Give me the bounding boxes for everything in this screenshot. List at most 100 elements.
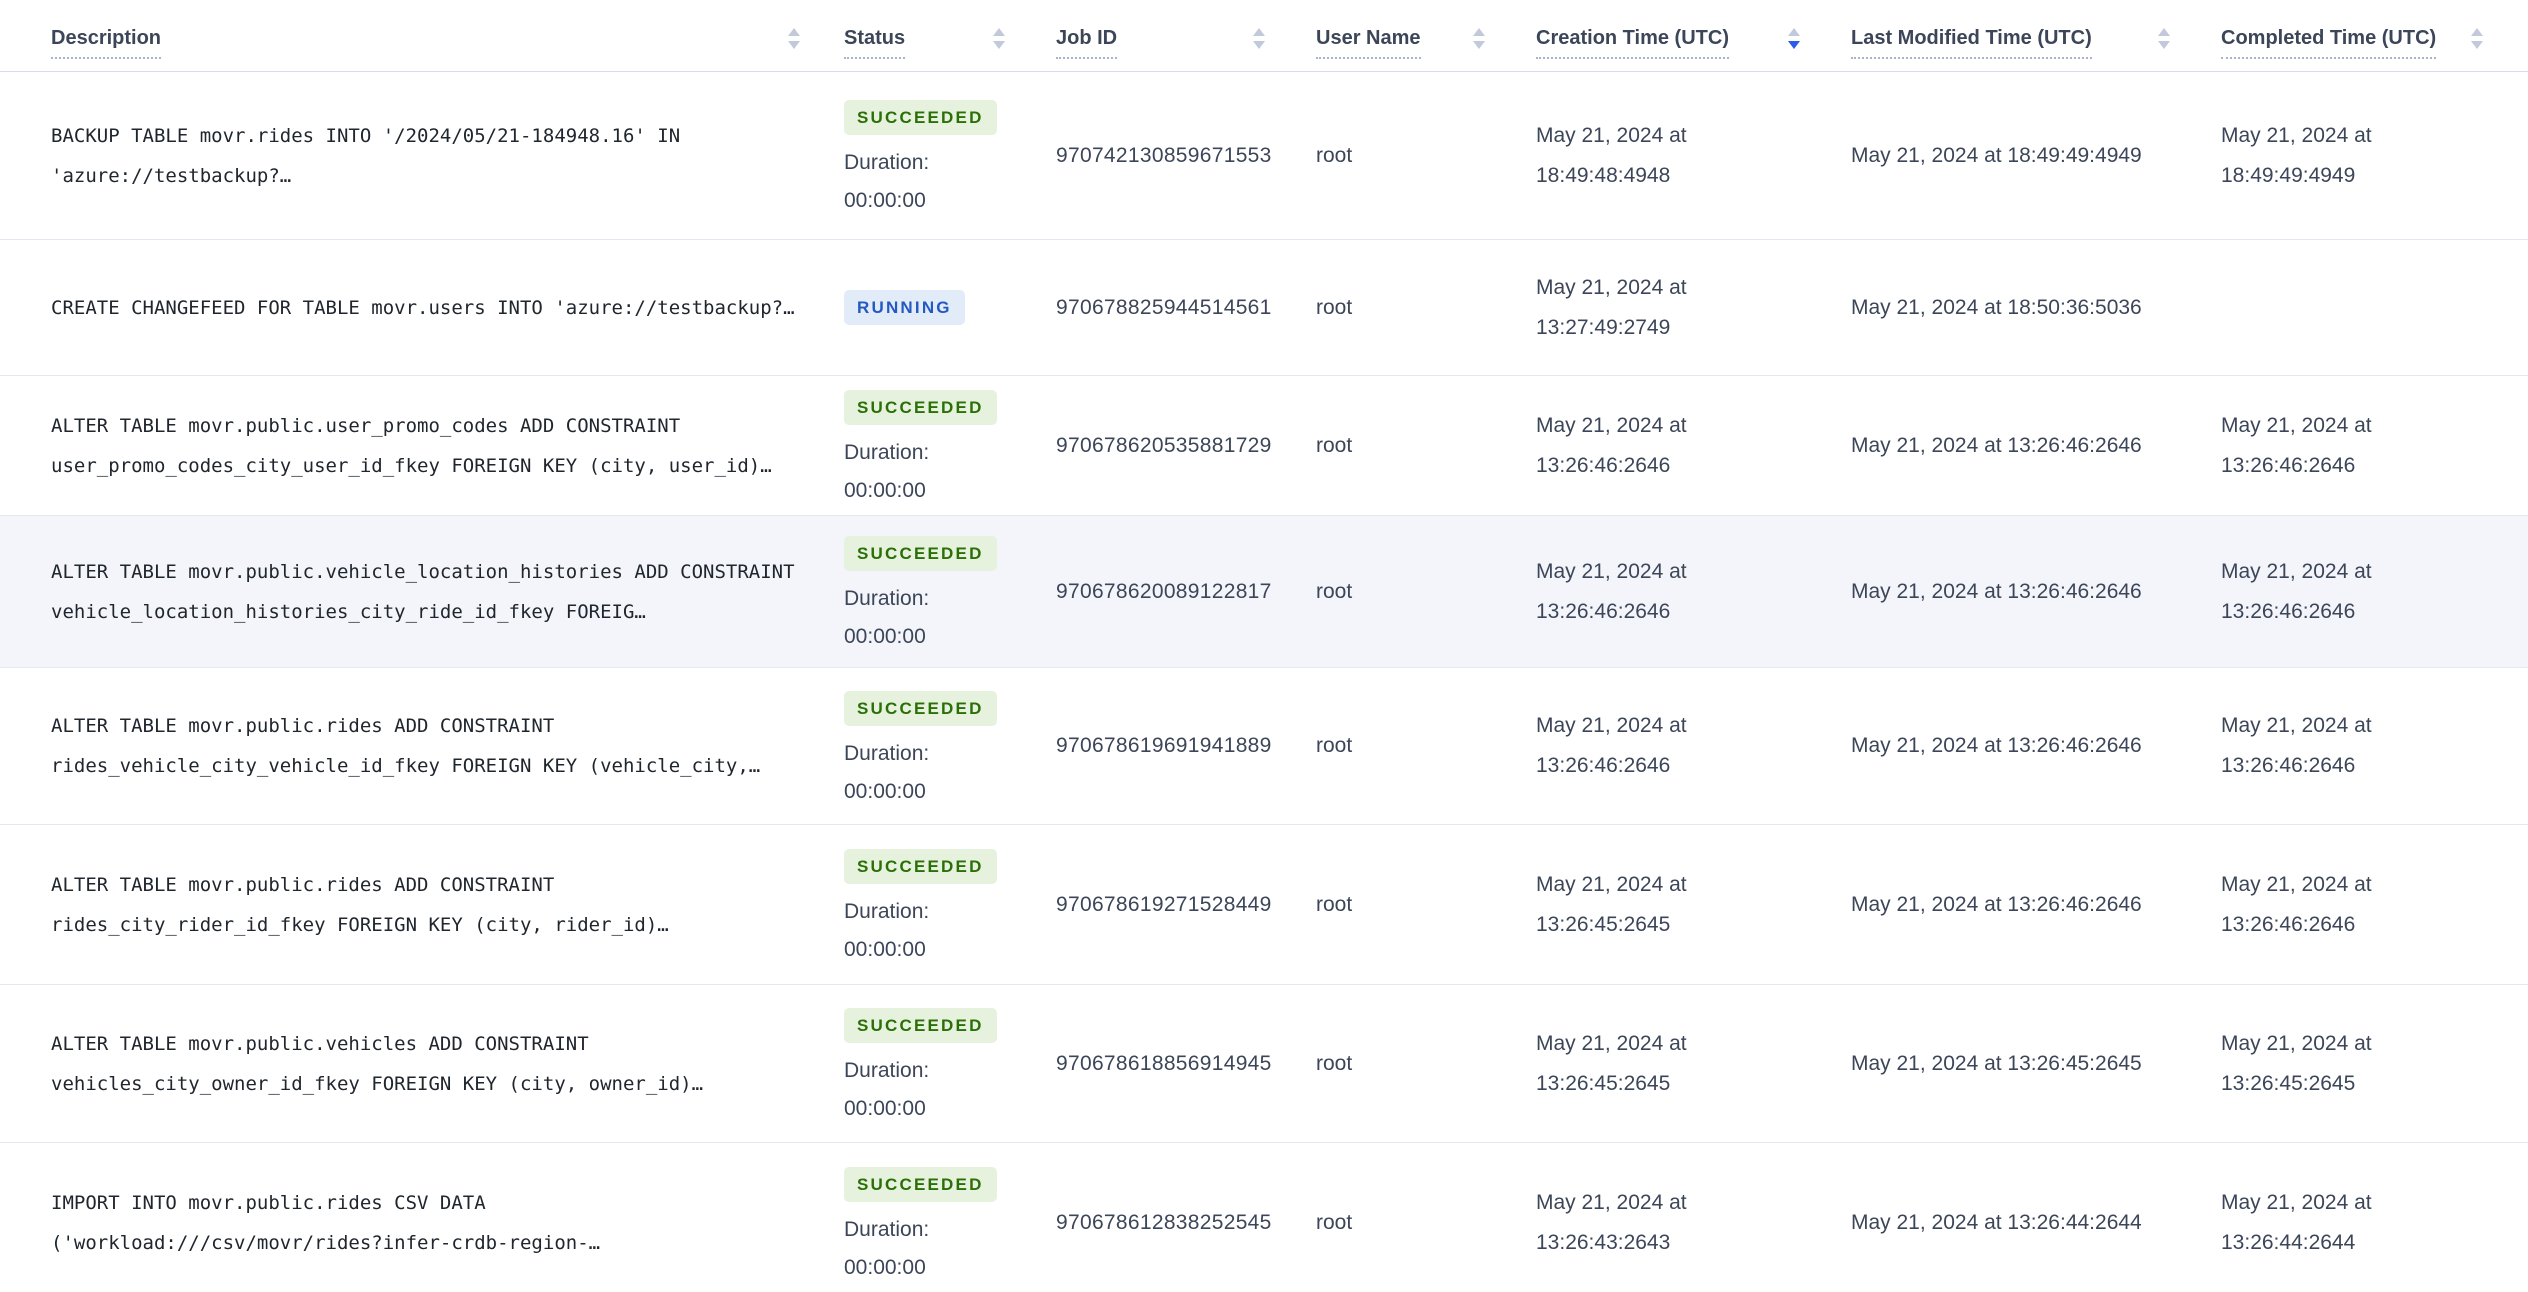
completed-time: May 21, 2024 at 13:26:46:2646 <box>2221 872 2372 936</box>
duration-value: 00:00:00 <box>844 779 926 803</box>
job-description-link[interactable]: ALTER TABLE movr.public.rides ADD CONSTR… <box>51 873 669 936</box>
sort-ascending-icon <box>788 28 800 36</box>
sort-descending-icon <box>1788 41 1800 49</box>
table-row[interactable]: BACKUP TABLE movr.rides INTO '/2024/05/2… <box>0 72 2528 240</box>
duration-label: Duration: <box>844 1218 930 1241</box>
last-modified-time: May 21, 2024 at 13:26:44:2644 <box>1851 1210 2142 1234</box>
job-description-link[interactable]: ALTER TABLE movr.public.vehicle_location… <box>51 560 795 623</box>
job-id: 970742130859671553 <box>1056 143 1272 167</box>
sort-arrows-icon[interactable] <box>788 28 800 49</box>
column-label: User Name <box>1316 28 1421 59</box>
sort-descending-icon <box>1253 41 1265 49</box>
duration-label: Duration: <box>844 587 930 610</box>
creation-time: May 21, 2024 at 13:27:49:2749 <box>1536 275 1687 339</box>
last-modified-time: May 21, 2024 at 13:26:46:2646 <box>1851 892 2142 916</box>
user-name: root <box>1316 892 1353 916</box>
column-label: Description <box>51 28 162 59</box>
job-id: 970678619271528449 <box>1056 892 1272 916</box>
column-label: Creation Time (UTC) <box>1536 28 1729 59</box>
column-header-job-id[interactable]: Job ID <box>1050 0 1310 71</box>
column-label: Last Modified Time (UTC) <box>1851 28 2092 59</box>
duration-value: 00:00:00 <box>844 479 926 502</box>
table-row[interactable]: ALTER TABLE movr.public.rides ADD CONSTR… <box>0 825 2528 985</box>
job-id: 970678620089122817 <box>1056 579 1272 603</box>
duration-value: 00:00:00 <box>844 189 926 212</box>
user-name: root <box>1316 295 1353 319</box>
status-badge: RUNNING <box>844 290 965 325</box>
table-row[interactable]: CREATE CHANGEFEED FOR TABLE movr.users I… <box>0 240 2528 376</box>
sort-arrows-icon[interactable] <box>2471 28 2483 49</box>
completed-time: May 21, 2024 at 13:26:45:2645 <box>2221 1031 2372 1095</box>
last-modified-time: May 21, 2024 at 13:26:46:2646 <box>1851 579 2142 603</box>
sort-descending-icon <box>1473 41 1485 49</box>
job-description-link[interactable]: CREATE CHANGEFEED FOR TABLE movr.users I… <box>51 296 795 319</box>
column-header-last-modified-time-utc[interactable]: Last Modified Time (UTC) <box>1845 0 2215 71</box>
user-name: root <box>1316 579 1353 603</box>
status-badge: SUCCEEDED <box>844 1008 997 1043</box>
sort-arrows-icon[interactable] <box>1788 28 1800 49</box>
table-row[interactable]: IMPORT INTO movr.public.rides CSV DATA (… <box>0 1143 2528 1292</box>
user-name: root <box>1316 734 1353 757</box>
sort-ascending-icon <box>993 28 1005 36</box>
column-header-creation-time-utc[interactable]: Creation Time (UTC) <box>1530 0 1845 71</box>
job-description-link[interactable]: BACKUP TABLE movr.rides INTO '/2024/05/2… <box>51 124 681 187</box>
duration-label: Duration: <box>844 1059 930 1082</box>
sort-ascending-icon <box>2471 28 2483 36</box>
last-modified-time: May 21, 2024 at 18:50:36:5036 <box>1851 295 2142 319</box>
status-badge: SUCCEEDED <box>844 690 997 726</box>
job-description-link[interactable]: ALTER TABLE movr.public.vehicles ADD CON… <box>51 1032 704 1095</box>
status-badge: SUCCEEDED <box>844 849 997 884</box>
sort-ascending-icon <box>2158 28 2170 36</box>
sort-ascending-icon <box>1473 28 1485 36</box>
completed-time: May 21, 2024 at 13:26:46:2646 <box>2221 413 2372 477</box>
table-header-row: Description Status Job ID User Name Crea… <box>0 0 2528 72</box>
duration-value: 00:00:00 <box>844 625 926 648</box>
column-header-status[interactable]: Status <box>830 0 1050 71</box>
table-body: BACKUP TABLE movr.rides INTO '/2024/05/2… <box>0 72 2528 1292</box>
sort-descending-icon <box>788 41 800 49</box>
table-row[interactable]: ALTER TABLE movr.public.vehicles ADD CON… <box>0 985 2528 1143</box>
sort-descending-icon <box>2471 41 2483 49</box>
job-id: 970678619691941889 <box>1056 734 1272 757</box>
duration-value: 00:00:00 <box>844 1256 926 1279</box>
duration-label: Duration: <box>844 900 930 923</box>
job-id: 970678618856914945 <box>1056 1051 1272 1075</box>
sort-ascending-icon <box>1253 28 1265 36</box>
completed-time: May 21, 2024 at 18:49:49:4949 <box>2221 123 2372 187</box>
sort-descending-icon <box>2158 41 2170 49</box>
job-description-link[interactable]: IMPORT INTO movr.public.rides CSV DATA (… <box>51 1191 601 1254</box>
sort-arrows-icon[interactable] <box>993 28 1005 49</box>
completed-time: May 21, 2024 at 13:26:46:2646 <box>2221 559 2372 623</box>
duration-label: Duration: <box>844 441 930 464</box>
job-id: 970678612838252545 <box>1056 1210 1272 1234</box>
completed-time: May 21, 2024 at 13:26:46:2646 <box>2221 714 2372 777</box>
job-description-link[interactable]: ALTER TABLE movr.public.user_promo_codes… <box>51 414 772 477</box>
column-header-user-name[interactable]: User Name <box>1310 0 1530 71</box>
sort-descending-icon <box>993 41 1005 49</box>
last-modified-time: May 21, 2024 at 18:49:49:4949 <box>1851 143 2142 167</box>
duration-value: 00:00:00 <box>844 938 926 961</box>
status-badge: SUCCEEDED <box>844 1167 997 1202</box>
column-header-completed-time-utc[interactable]: Completed Time (UTC) <box>2215 0 2528 71</box>
completed-time: May 21, 2024 at 13:26:44:2644 <box>2221 1190 2372 1254</box>
duration-label: Duration: <box>844 741 930 765</box>
table-row[interactable]: ALTER TABLE movr.public.rides ADD CONSTR… <box>0 668 2528 825</box>
creation-time: May 21, 2024 at 13:26:43:2643 <box>1536 1190 1687 1254</box>
job-description-link[interactable]: ALTER TABLE movr.public.rides ADD CONSTR… <box>51 715 761 777</box>
sort-arrows-icon[interactable] <box>1473 28 1485 49</box>
column-label: Status <box>844 28 906 59</box>
table-row[interactable]: ALTER TABLE movr.public.vehicle_location… <box>0 516 2528 668</box>
column-header-description[interactable]: Description <box>0 0 830 71</box>
job-id: 970678620535881729 <box>1056 433 1272 457</box>
user-name: root <box>1316 1051 1353 1075</box>
duration-label: Duration: <box>844 151 930 174</box>
status-badge: SUCCEEDED <box>844 100 997 135</box>
table-row[interactable]: ALTER TABLE movr.public.user_promo_codes… <box>0 376 2528 516</box>
sort-arrows-icon[interactable] <box>2158 28 2170 49</box>
creation-time: May 21, 2024 at 13:26:46:2646 <box>1536 413 1687 477</box>
status-badge: SUCCEEDED <box>844 390 997 425</box>
sort-arrows-icon[interactable] <box>1253 28 1265 49</box>
duration-value: 00:00:00 <box>844 1097 926 1120</box>
user-name: root <box>1316 143 1353 167</box>
